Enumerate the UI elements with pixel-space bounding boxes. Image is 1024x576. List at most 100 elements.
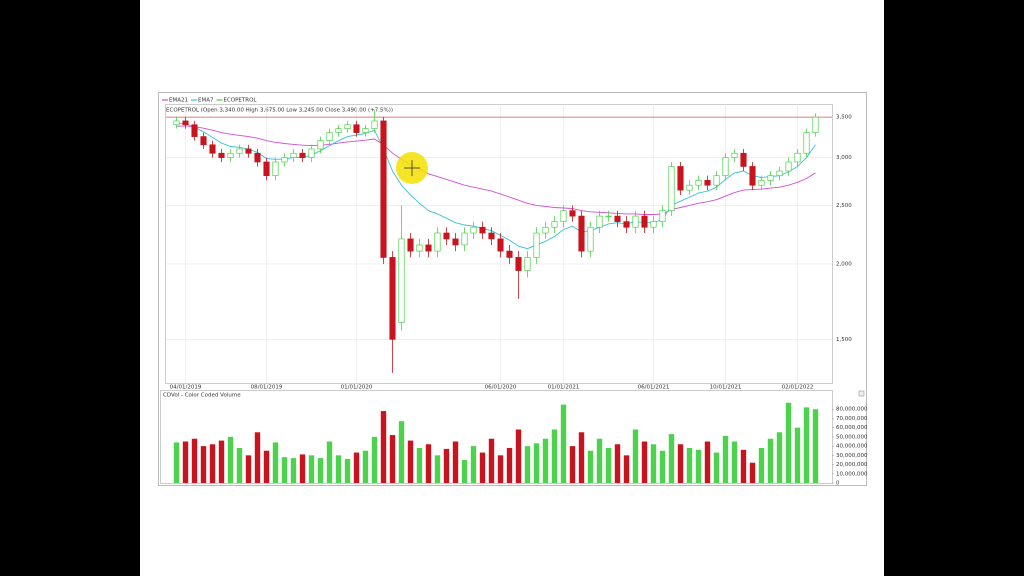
volume-bar	[299, 454, 306, 483]
candle-body	[452, 238, 459, 246]
candle-body	[731, 152, 738, 158]
legend-label: ECOPETROL	[223, 98, 257, 104]
volume-bar	[668, 434, 675, 483]
candle-body	[596, 215, 603, 228]
x-tick-label: 02/01/2022	[782, 385, 814, 391]
candle-body	[614, 215, 621, 222]
volume-bar	[713, 452, 720, 483]
volume-bar	[722, 435, 729, 483]
x-tick-label: 01/01/2020	[341, 385, 373, 391]
y-tick-label: 40,000,000	[836, 444, 868, 450]
candle-body	[659, 210, 666, 222]
volume-bar	[767, 438, 774, 483]
candle-body	[200, 136, 207, 146]
volume-bar	[740, 449, 747, 483]
candle-body	[812, 116, 819, 133]
candle-body	[461, 232, 468, 246]
candle-body	[578, 215, 585, 252]
volume-bar	[686, 447, 693, 483]
candle-body	[722, 157, 729, 177]
volume-bar	[461, 459, 468, 483]
candle-body	[641, 215, 648, 228]
volume-bar	[623, 455, 630, 483]
candle-body	[749, 166, 756, 186]
volume-title: CDVol - Color Coded Volume	[163, 393, 241, 399]
volume-bar	[434, 455, 441, 483]
candle-body	[560, 210, 567, 222]
candle-body	[227, 152, 234, 158]
candle-body	[380, 120, 387, 258]
candle-body	[425, 244, 432, 252]
volume-bar	[362, 450, 369, 483]
candle-body	[308, 148, 315, 158]
candle-body	[758, 180, 765, 186]
volume-bar	[596, 438, 603, 483]
candle-body	[542, 226, 549, 234]
candle-body	[740, 152, 747, 167]
candle-body	[434, 232, 441, 252]
volume-bar	[308, 455, 315, 483]
candle-body	[335, 128, 342, 133]
candle-body	[479, 226, 486, 234]
volume-bar	[380, 411, 387, 483]
y-tick-label: 2,000	[836, 261, 852, 267]
y-tick-label: 60,000,000	[836, 425, 868, 431]
x-tick-label: 08/01/2019	[251, 385, 283, 391]
volume-bar	[398, 421, 405, 483]
volume-bar	[560, 404, 567, 483]
volume-bar	[704, 441, 711, 483]
pane-button[interactable]	[858, 390, 865, 397]
volume-bar	[173, 442, 180, 483]
x-tick-label: 04/01/2019	[170, 385, 202, 391]
candle-body	[245, 148, 252, 154]
volume-bar	[551, 429, 558, 483]
x-tick-label: 10/01/2021	[710, 385, 742, 391]
candle-body	[254, 152, 261, 163]
volume-bar	[191, 438, 198, 483]
volume-bar	[182, 441, 189, 483]
candle-body	[416, 244, 423, 252]
volume-bar	[650, 444, 657, 483]
volume-bar	[281, 457, 288, 483]
candle-body	[398, 238, 405, 323]
candle-body	[326, 132, 333, 142]
x-tick-label: 06/01/2020	[485, 385, 517, 391]
candle-body	[344, 124, 351, 129]
volume-bar	[569, 446, 576, 483]
y-tick-label: 10,000,000	[836, 471, 868, 477]
volume-bar	[218, 440, 225, 483]
volume-bar	[533, 443, 540, 483]
volume-bar	[407, 440, 414, 483]
y-tick-label: 2,500	[836, 203, 852, 209]
volume-bar	[641, 441, 648, 483]
candle-body	[443, 232, 450, 240]
candle-body	[353, 124, 360, 133]
volume-bar	[290, 458, 297, 483]
volume-bar	[677, 444, 684, 483]
candle-body	[677, 166, 684, 191]
candle-body	[299, 152, 306, 158]
candle-body	[236, 148, 243, 154]
volume-bar	[614, 444, 621, 483]
y-tick-label: 0	[836, 481, 840, 487]
candle-body	[191, 124, 198, 137]
volume-bar	[632, 429, 639, 483]
candle-body	[650, 221, 657, 228]
ema-line	[176, 125, 816, 215]
candle-body	[713, 175, 720, 186]
volume-bar	[785, 402, 792, 483]
candle-body	[497, 238, 504, 252]
y-tick-label: 3,000	[836, 155, 852, 161]
volume-bar	[245, 455, 252, 483]
candle-body	[290, 152, 297, 158]
candle-body	[785, 161, 792, 172]
candle-body	[803, 132, 810, 154]
y-tick-label: 1,500	[836, 337, 852, 343]
candle-body	[407, 238, 414, 252]
candle-body	[776, 170, 783, 177]
volume-bar	[506, 447, 513, 483]
candle-body	[794, 152, 801, 163]
cursor	[396, 152, 428, 184]
candle-body	[173, 120, 180, 126]
